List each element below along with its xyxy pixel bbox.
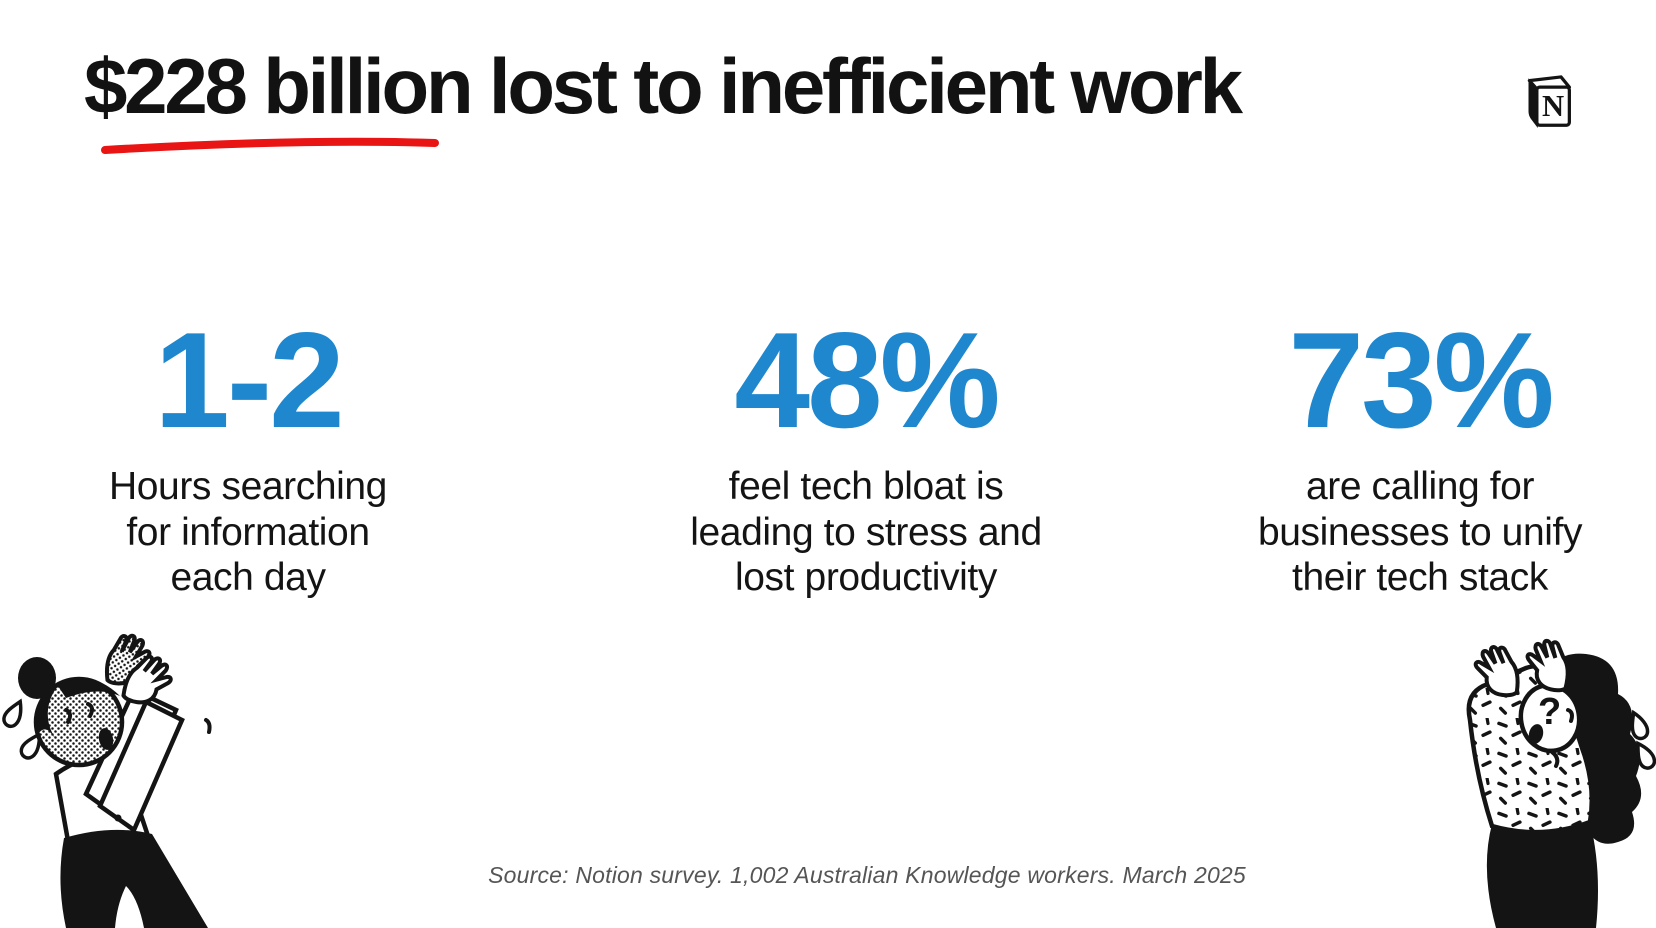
eye [64, 708, 73, 724]
stat-unify-stack: 73% are calling for businesses to unify … [1180, 312, 1656, 601]
pants [60, 829, 208, 928]
stat-caption: are calling for businesses to unify thei… [1257, 465, 1583, 600]
stat-caption: Hours searching for information each day [109, 465, 387, 600]
mouth [98, 728, 114, 750]
stat-value: 73% [1288, 304, 1554, 456]
sweat-drop-icon [0, 696, 28, 731]
logo-spine [1528, 78, 1538, 128]
notion-logo-icon: N [1522, 74, 1574, 130]
question-mark: ? [1538, 691, 1561, 733]
chin-line [1550, 750, 1560, 768]
stat-value: 1-2 [154, 304, 345, 456]
red-underline-stroke [101, 137, 439, 154]
hair-fringe [58, 678, 120, 698]
hair-bun [18, 657, 56, 699]
eye [86, 702, 95, 718]
stat-value: 48% [734, 304, 1000, 456]
mouth [1528, 724, 1544, 744]
stat-tech-bloat: 48% feel tech bloat is leading to stress… [626, 312, 1106, 601]
hair [36, 679, 79, 744]
skirt [1486, 822, 1598, 928]
stat-hours-searching: 1-2 Hours searching for information each… [8, 312, 488, 601]
arm [97, 698, 185, 834]
page-title: $228 billion lost to inefficient work [84, 42, 1243, 130]
button [114, 814, 122, 822]
source-note: Source: Notion survey. 1,002 Australian … [488, 862, 1246, 888]
logo-letter: N [1542, 89, 1564, 123]
distressed-person-left-illustration [0, 629, 212, 928]
confused-person-right-illustration: ? [1466, 637, 1656, 928]
eye [1566, 708, 1574, 723]
logo-front-face [1535, 85, 1571, 127]
accent-mark [204, 718, 212, 734]
stat-caption: feel tech bloat is leading to stress and… [690, 465, 1042, 600]
